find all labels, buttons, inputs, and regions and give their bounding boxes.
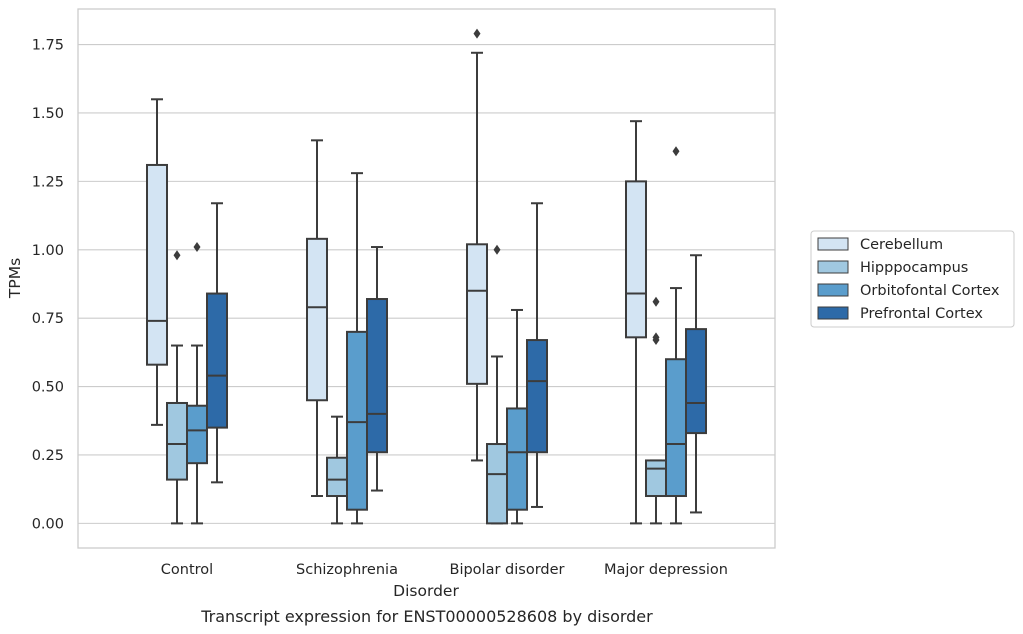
legend-label: Prefrontal Cortex <box>860 306 983 322</box>
box <box>486 244 508 525</box>
outlier-point <box>652 296 660 307</box>
box-body <box>625 180 647 339</box>
box <box>665 146 687 525</box>
legend-swatch <box>817 260 849 274</box>
box <box>206 202 228 484</box>
boxes <box>146 28 707 525</box>
x-tick-label: Control <box>161 562 213 578</box>
box <box>466 28 488 462</box>
box-body <box>665 358 687 498</box>
y-tick-label: 0.25 <box>32 448 64 464</box>
box-body <box>326 456 348 498</box>
box-body <box>306 237 328 402</box>
legend-swatch <box>817 237 849 251</box>
y-tick-label: 1.75 <box>32 38 64 54</box>
box <box>685 254 707 514</box>
y-tick-labels: 0.00 0.25 0.50 0.75 1.00 1.25 1.50 1.75 <box>32 38 64 533</box>
box <box>306 139 328 498</box>
legend-swatch <box>817 306 849 320</box>
y-tick-label: 1.50 <box>32 106 64 122</box>
box-body <box>146 163 168 366</box>
x-tick-label: Bipolar disorder <box>450 562 565 578</box>
box-body <box>366 298 388 454</box>
plot-frame <box>77 8 776 549</box>
outlier-point <box>493 244 501 255</box>
legend: Cerebellum Hipppocampus Orbitofontal Corte… <box>810 230 1015 328</box>
chart-caption: Transcript expression for ENST0000052860… <box>200 607 653 626</box>
outlier-point <box>193 242 201 253</box>
box <box>506 308 528 525</box>
y-axis-label: TPMs <box>6 258 24 299</box>
legend-frame <box>810 230 1015 328</box>
outlier-point <box>473 28 481 39</box>
box-body <box>486 443 508 525</box>
y-tick-label: 0.75 <box>32 311 64 327</box>
box-body <box>346 330 368 511</box>
legend-swatch <box>817 283 849 297</box>
outlier-point <box>173 250 181 261</box>
box-body <box>466 243 488 385</box>
outlier-point <box>672 146 680 157</box>
y-tick-label: 1.25 <box>32 174 64 190</box>
box-body <box>526 339 548 454</box>
box-body <box>645 459 667 498</box>
box <box>186 242 208 525</box>
box <box>366 246 388 492</box>
box-body <box>166 401 188 481</box>
box <box>526 202 548 508</box>
box <box>346 172 368 525</box>
outlier-point <box>652 335 660 346</box>
box <box>146 98 168 426</box>
x-tick-labels: Control Schizophrenia Bipolar disorder Majo… <box>161 562 728 578</box>
y-tick-label: 0.00 <box>32 516 64 532</box>
box-body <box>685 328 707 435</box>
box <box>166 250 188 525</box>
legend-label: Cerebellum <box>860 237 943 253</box>
legend-label: Hipppocampus <box>860 260 968 276</box>
y-tick-label: 0.50 <box>32 380 64 396</box>
x-tick-label: Major depression <box>604 562 728 578</box>
legend-label: Orbitofontal Cortex <box>860 283 1000 299</box>
box <box>625 120 647 525</box>
x-axis-label: Disorder <box>393 582 459 600</box>
x-tick-label: Schizophrenia <box>296 562 398 578</box>
box-body <box>186 404 208 465</box>
y-tick-label: 1.00 <box>32 243 64 259</box>
box-body <box>506 407 528 511</box>
box-body <box>206 292 228 429</box>
